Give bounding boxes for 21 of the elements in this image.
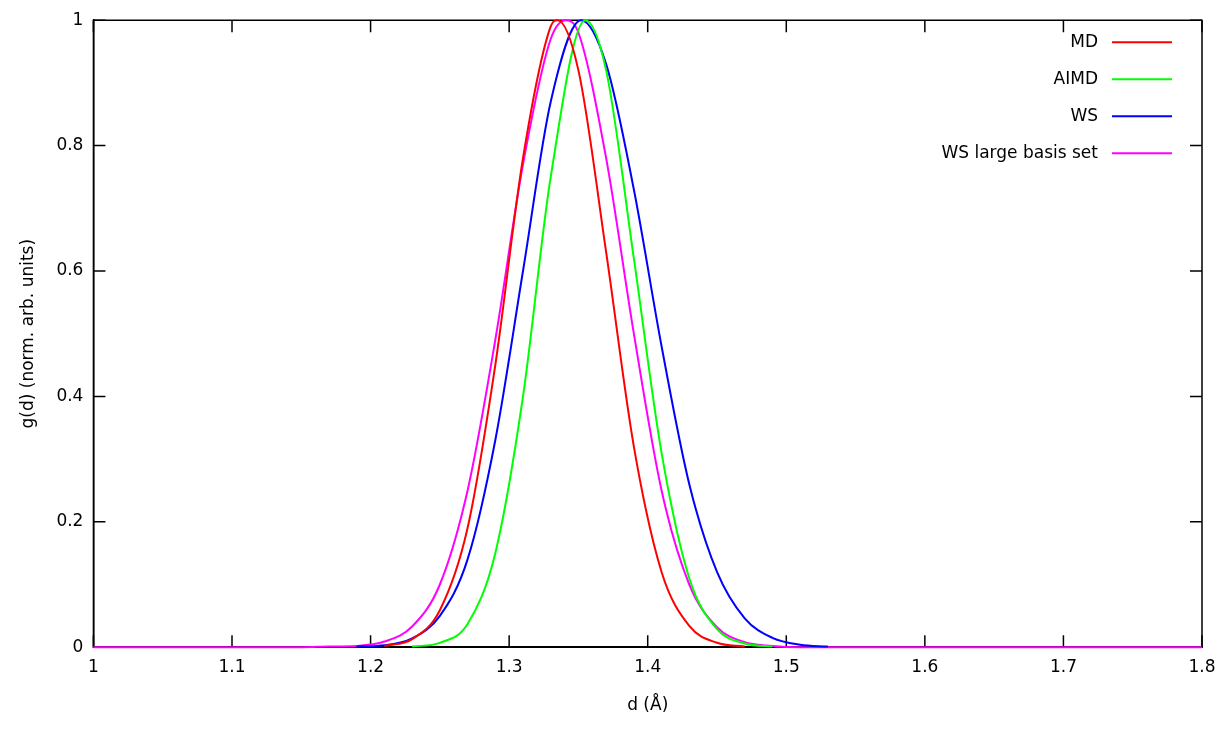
legend-label: MD [1070, 30, 1098, 51]
x-tick-label: 1.4 [634, 655, 662, 676]
legend-label: AIMD [1053, 67, 1098, 88]
x-tick-label: 1 [88, 655, 99, 676]
y-tick-label: 0.4 [56, 384, 84, 405]
legend-label: WS large basis set [941, 141, 1099, 162]
y-axis-title: g(d) (norm. arb. units) [16, 238, 37, 429]
y-tick-label: 0.8 [56, 134, 84, 155]
x-tick-label: 1.8 [1188, 655, 1216, 676]
x-tick-label: 1.5 [772, 655, 800, 676]
y-tick-label: 0.6 [56, 259, 84, 280]
x-tick-label: 1.1 [218, 655, 246, 676]
x-tick-label: 1.3 [495, 655, 523, 676]
y-tick-label: 0 [72, 635, 84, 656]
x-tick-label: 1.2 [357, 655, 385, 676]
x-tick-label: 1.7 [1049, 655, 1077, 676]
y-tick-label: 1 [72, 8, 84, 29]
legend-label: WS [1070, 104, 1098, 125]
x-tick-label: 1.6 [911, 655, 939, 676]
x-axis-title: d (Å) [627, 693, 669, 715]
y-tick-label: 0.2 [56, 510, 84, 531]
